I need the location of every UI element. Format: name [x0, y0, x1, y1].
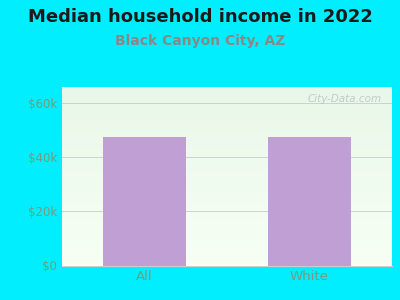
Text: Black Canyon City, AZ: Black Canyon City, AZ — [115, 34, 285, 49]
Text: City-Data.com: City-Data.com — [308, 94, 382, 104]
Bar — [103, 137, 186, 266]
Bar — [268, 137, 351, 266]
Text: Median household income in 2022: Median household income in 2022 — [28, 8, 372, 26]
